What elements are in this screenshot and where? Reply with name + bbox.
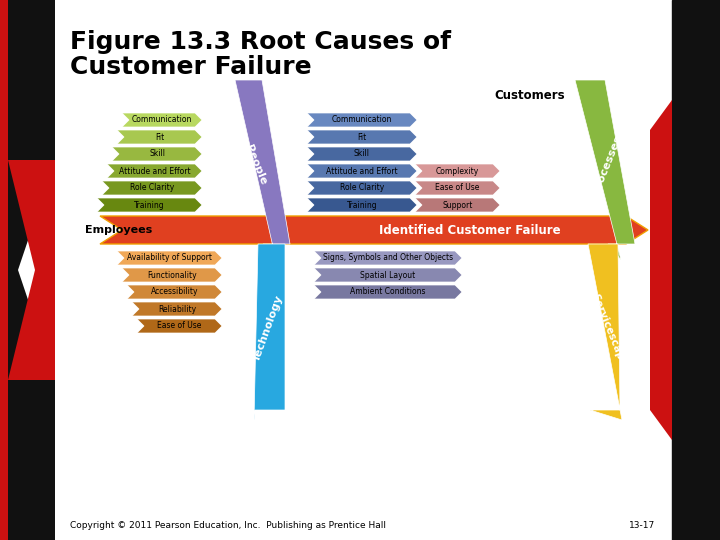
Polygon shape	[650, 100, 672, 440]
Polygon shape	[314, 268, 462, 282]
Text: Accessibility: Accessibility	[150, 287, 198, 296]
Text: Ease of Use: Ease of Use	[157, 321, 202, 330]
Polygon shape	[575, 80, 635, 260]
Polygon shape	[117, 130, 202, 144]
Text: Customers: Customers	[495, 89, 565, 102]
Polygon shape	[112, 147, 202, 161]
Polygon shape	[307, 198, 417, 212]
Text: Figure 13.3 Root Causes of: Figure 13.3 Root Causes of	[70, 30, 451, 54]
Polygon shape	[588, 244, 622, 420]
Polygon shape	[107, 164, 202, 178]
Text: Role Clarity: Role Clarity	[340, 184, 384, 192]
Text: Communication: Communication	[132, 116, 192, 125]
Polygon shape	[137, 319, 222, 333]
Polygon shape	[122, 268, 222, 282]
Text: Technology: Technology	[251, 293, 284, 363]
Polygon shape	[100, 216, 648, 244]
Text: Employees: Employees	[85, 225, 152, 235]
Polygon shape	[132, 302, 222, 316]
Text: Identified Customer Failure: Identified Customer Failure	[379, 224, 561, 237]
Polygon shape	[314, 285, 462, 299]
Polygon shape	[102, 181, 202, 195]
Text: People: People	[243, 144, 269, 186]
Polygon shape	[314, 251, 462, 265]
Text: Communication: Communication	[332, 116, 392, 125]
Text: Ambient Conditions: Ambient Conditions	[350, 287, 426, 296]
Text: 13-17: 13-17	[629, 521, 655, 530]
Polygon shape	[235, 80, 290, 260]
Polygon shape	[122, 113, 202, 127]
Polygon shape	[415, 164, 500, 178]
Polygon shape	[0, 0, 55, 540]
Text: Attitude and Effort: Attitude and Effort	[119, 166, 190, 176]
Text: Training: Training	[134, 200, 165, 210]
Polygon shape	[307, 113, 417, 127]
Bar	[672, 0, 720, 540]
Text: Customer Failure: Customer Failure	[70, 55, 312, 79]
Polygon shape	[97, 198, 202, 212]
Polygon shape	[254, 244, 285, 420]
Text: Spatial Layout: Spatial Layout	[361, 271, 415, 280]
Text: Attitude and Effort: Attitude and Effort	[326, 166, 398, 176]
Text: Copyright © 2011 Pearson Education, Inc.  Publishing as Prentice Hall: Copyright © 2011 Pearson Education, Inc.…	[70, 521, 386, 530]
Polygon shape	[307, 130, 417, 144]
Text: Servicescape: Servicescape	[589, 292, 627, 368]
Polygon shape	[415, 181, 500, 195]
Text: Training: Training	[347, 200, 377, 210]
Text: Processes: Processes	[590, 134, 624, 196]
Polygon shape	[8, 160, 55, 380]
Text: Role Clarity: Role Clarity	[130, 184, 174, 192]
Polygon shape	[307, 181, 417, 195]
Polygon shape	[307, 147, 417, 161]
Text: Complexity: Complexity	[436, 166, 479, 176]
Polygon shape	[127, 285, 222, 299]
Polygon shape	[415, 198, 500, 212]
Polygon shape	[117, 251, 222, 265]
Text: Fit: Fit	[357, 132, 366, 141]
Text: Support: Support	[442, 200, 473, 210]
Text: Fit: Fit	[155, 132, 164, 141]
Text: Skill: Skill	[149, 150, 165, 159]
Text: Signs, Symbols and Other Objects: Signs, Symbols and Other Objects	[323, 253, 453, 262]
Text: Ease of Use: Ease of Use	[436, 184, 480, 192]
Text: Availability of Support: Availability of Support	[127, 253, 212, 262]
Text: Skill: Skill	[354, 150, 370, 159]
Polygon shape	[307, 164, 417, 178]
Polygon shape	[0, 0, 8, 540]
Text: Reliability: Reliability	[158, 305, 196, 314]
Text: Functionality: Functionality	[147, 271, 197, 280]
